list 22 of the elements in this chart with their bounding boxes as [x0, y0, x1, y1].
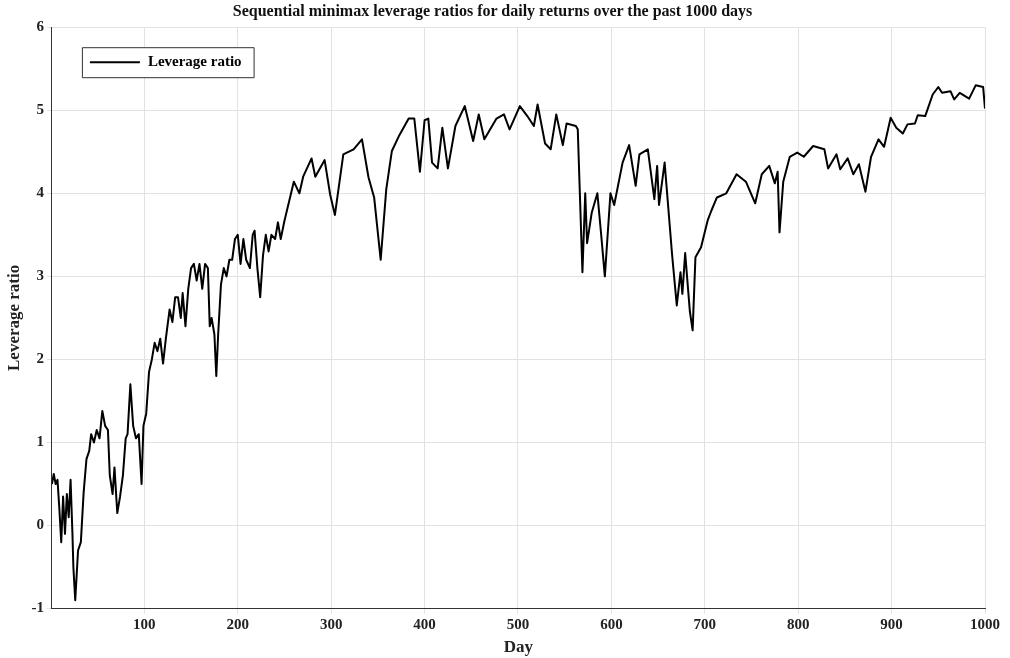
- y-tick-label: 2: [36, 350, 44, 367]
- y-tick-label: -1: [31, 599, 44, 616]
- x-tick-label: 700: [693, 616, 717, 633]
- y-axis-title: Leverage ratio: [3, 264, 23, 371]
- x-tick-label: 900: [880, 616, 903, 633]
- x-tick-label: 600: [600, 616, 623, 633]
- x-tick-label: 1000: [970, 616, 1000, 633]
- x-tick-label: 500: [506, 616, 530, 633]
- y-tick-label: 5: [36, 101, 44, 118]
- chart-title: Sequential minimax leverage ratios for daily returns over the past 1000 days: [232, 1, 753, 20]
- y-tick-label: 6: [36, 18, 45, 35]
- x-tick-label: 400: [413, 616, 436, 633]
- x-tick-label: 800: [786, 616, 810, 633]
- x-axis-title: Day: [503, 637, 534, 657]
- legend-label: Leverage ratio: [147, 53, 242, 70]
- x-tick-label: 100: [133, 616, 156, 633]
- x-tick-label: 200: [226, 616, 250, 633]
- y-tick-label: 1: [36, 433, 44, 450]
- y-tick-label: 0: [36, 516, 44, 533]
- y-tick-label: 3: [36, 267, 44, 284]
- y-tick-label: 4: [36, 184, 45, 201]
- x-tick-label: 300: [319, 616, 343, 633]
